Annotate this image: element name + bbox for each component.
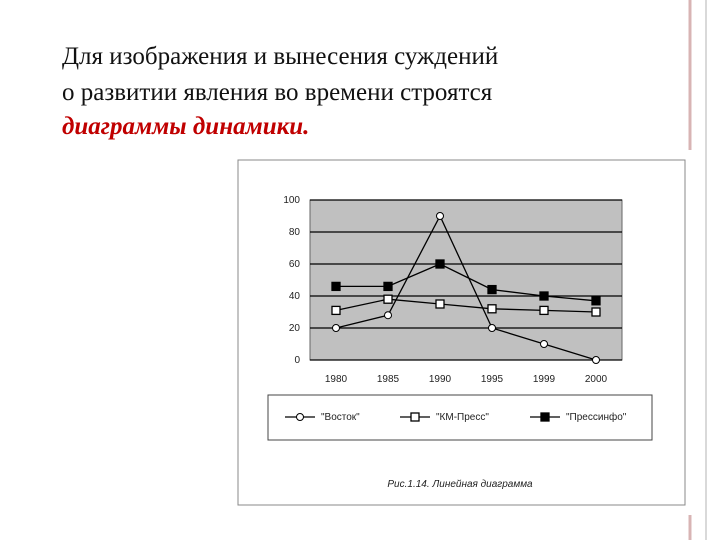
- marker: [487, 304, 497, 314]
- series-line: [335, 214, 597, 361]
- x-tick-label: 1995: [481, 374, 504, 385]
- series-line: [336, 263, 597, 302]
- legend-box: [267, 394, 653, 441]
- marker: [539, 291, 549, 301]
- marker: [383, 281, 393, 292]
- slide-text: о развитии явления во времени строятся: [62, 79, 493, 106]
- marker: [540, 340, 548, 348]
- marker: [487, 284, 497, 295]
- marker: [539, 305, 549, 316]
- y-tick-label: 40: [289, 291, 301, 302]
- plot-area: [309, 199, 623, 361]
- marker: [383, 294, 393, 304]
- x-tick-label: 1990: [429, 374, 452, 385]
- x-tick-label: 1980: [325, 374, 348, 385]
- marker: [488, 324, 496, 332]
- series-line: [335, 298, 597, 313]
- marker: [591, 307, 601, 317]
- legend-label: "Восток": [321, 412, 360, 423]
- marker: [410, 412, 420, 422]
- legend-label: "Прессинфо": [566, 411, 627, 423]
- marker: [331, 305, 341, 316]
- slide-text: Для изображения и вынесения суждений: [62, 43, 498, 70]
- caption: Рис.1.14. Линейная диаграмма: [387, 479, 533, 490]
- marker: [331, 281, 341, 292]
- y-tick-label: 0: [294, 355, 300, 366]
- marker: [591, 296, 601, 306]
- y-tick-label: 20: [289, 323, 301, 334]
- marker: [435, 299, 445, 309]
- y-tick-label: 80: [289, 227, 301, 238]
- y-tick-label: 60: [289, 259, 301, 270]
- marker: [384, 311, 392, 320]
- marker: [435, 259, 445, 269]
- legend-label: "КМ-Пресс": [436, 412, 489, 423]
- x-tick-label: 1999: [533, 374, 556, 385]
- y-tick-label: 100: [283, 195, 300, 206]
- marker: [540, 412, 550, 422]
- marker: [296, 413, 304, 421]
- x-tick-label: 2000: [585, 374, 608, 385]
- marker: [592, 356, 600, 364]
- x-tick-label: 1985: [377, 374, 400, 385]
- marker: [332, 324, 340, 332]
- marker: [436, 212, 444, 220]
- slide-emphasis: диаграммы динамики.: [62, 113, 309, 140]
